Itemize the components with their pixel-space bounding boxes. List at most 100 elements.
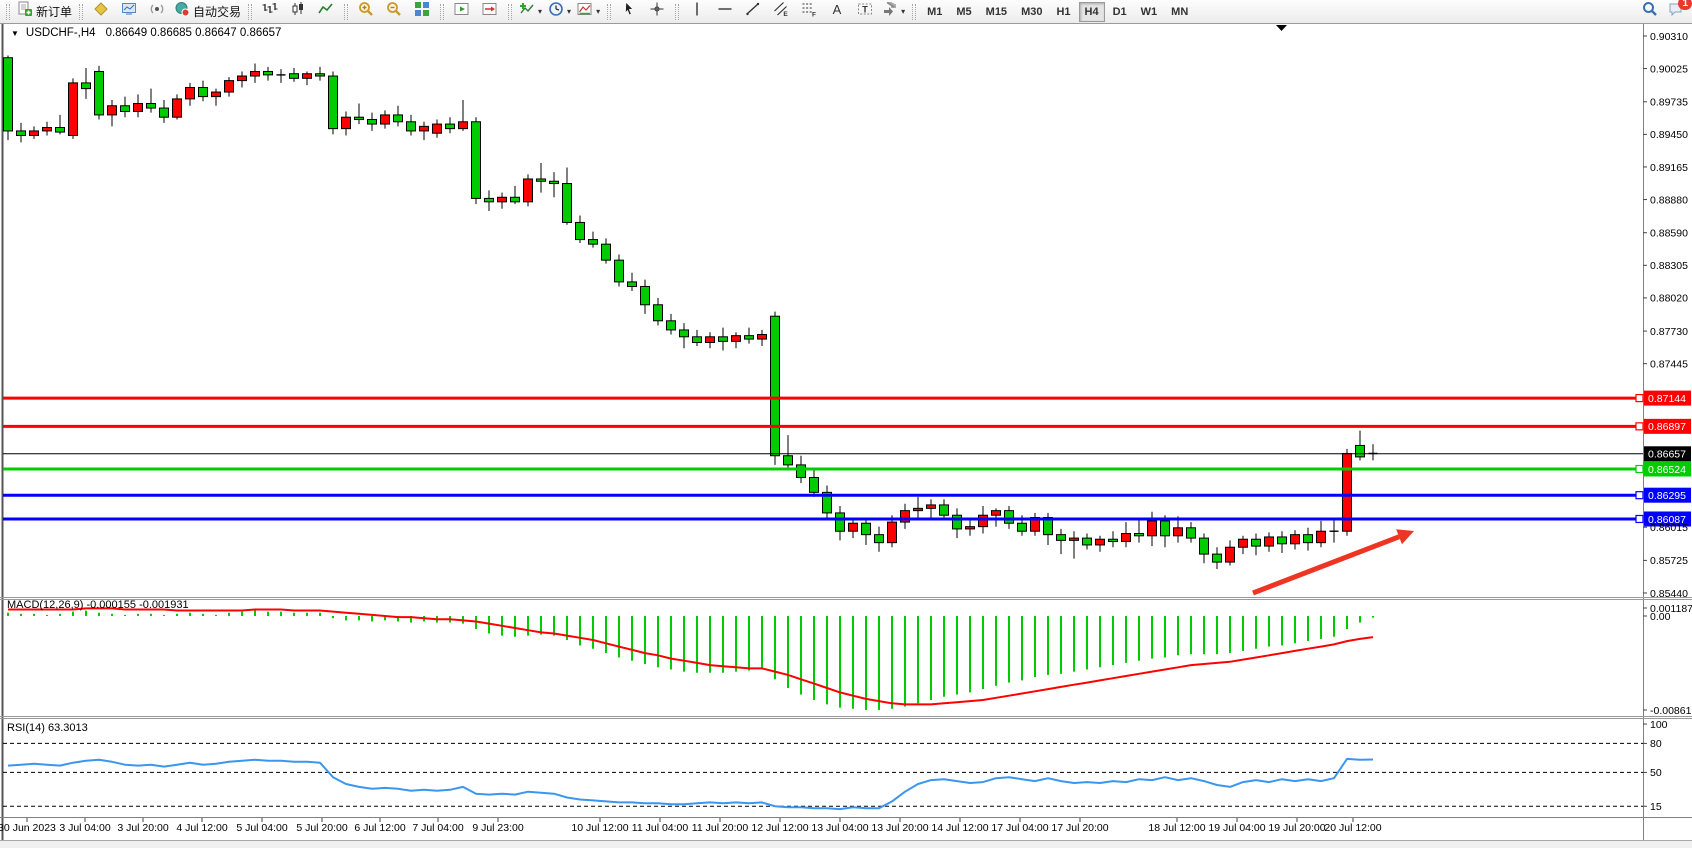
resistance-line-1-handle[interactable] [1635, 393, 1644, 403]
fibonacci-button[interactable]: F [795, 1, 823, 23]
toolbar-right: 1 [1642, 0, 1692, 22]
vline-button[interactable] [683, 1, 711, 23]
line-chart-button[interactable] [312, 1, 340, 23]
chart-shift-button[interactable] [476, 1, 504, 23]
autotrade-icon [174, 1, 190, 22]
toolbar-grip [912, 3, 917, 20]
resistance-line-2-price-badge [1644, 418, 1691, 434]
svg-text:19 Jul 20:00: 19 Jul 20:00 [1268, 822, 1325, 834]
indicators-button[interactable]: ▾ [516, 1, 545, 23]
chart-shift-marker[interactable] [1276, 25, 1287, 31]
chart-expand-icon[interactable]: ▼ [11, 28, 19, 38]
candle [1134, 533, 1144, 537]
svg-text:14 Jul 12:00: 14 Jul 12:00 [931, 822, 988, 834]
candle [380, 114, 390, 125]
shapes-button[interactable]: ▾ [879, 1, 908, 23]
crosshair-button[interactable] [643, 1, 671, 23]
timeframe-button-m30[interactable]: M30 [1021, 5, 1043, 18]
toolbar-grip [607, 3, 612, 20]
new-chart-button[interactable] [87, 1, 115, 23]
support-line-green-price-badge [1644, 461, 1691, 477]
chartshift-icon [482, 1, 498, 22]
new-order-button[interactable]: 新订单 [14, 1, 75, 23]
autotrading-button[interactable]: 自动交易 [171, 1, 244, 23]
candle [1303, 534, 1313, 544]
candlestick-chart-button[interactable] [284, 1, 312, 23]
svg-text:6 Jul 12:00: 6 Jul 12:00 [354, 822, 406, 834]
svg-text:0.87144: 0.87144 [1648, 393, 1686, 405]
signals-button[interactable] [143, 1, 171, 23]
candle [744, 335, 754, 340]
terminal-button[interactable] [115, 1, 143, 23]
macd-indicator-label: MACD(12,26,9) -0.000155 -0.001931 [7, 599, 189, 611]
candle [783, 455, 793, 466]
dropdown-caret-icon[interactable]: ▾ [538, 6, 543, 16]
toolbar-grip [508, 3, 513, 20]
timeframe-button-h4[interactable]: H4 [1078, 1, 1105, 22]
svg-text:0.88590: 0.88590 [1650, 228, 1688, 240]
candle [1251, 538, 1261, 547]
candle [926, 504, 936, 509]
candle [1355, 444, 1365, 458]
candle [939, 504, 949, 516]
dropdown-caret-icon[interactable]: ▾ [901, 6, 906, 16]
zoom-out-button[interactable] [380, 1, 408, 23]
timeframe-button-m1[interactable]: M1 [927, 5, 943, 18]
equidistant-channel-button[interactable]: E [767, 1, 795, 23]
search-icon[interactable] [1642, 1, 1658, 22]
svg-text:15: 15 [1650, 801, 1662, 813]
zoom-out-icon [386, 1, 402, 22]
hline-button[interactable] [711, 1, 739, 23]
auto-scroll-button[interactable] [448, 1, 476, 23]
candle [835, 512, 845, 532]
timeframe-button-h1[interactable]: H1 [1056, 5, 1071, 18]
candle [1095, 538, 1105, 546]
trendline-button[interactable] [739, 1, 767, 23]
toolbar: 新订单 自动交易 ▾ ▾ ▾ E F A T ▾ M1 M5 M15 M30 H1 H4 D1 W1 MN 1 [0, 0, 1692, 24]
candle [692, 336, 702, 344]
text-button[interactable]: A [823, 1, 851, 23]
support-line-blue-2-handle[interactable] [1635, 514, 1644, 524]
zoom-in-button[interactable] [352, 1, 380, 23]
svg-text:19 Jul 04:00: 19 Jul 04:00 [1208, 822, 1265, 834]
svg-text:3 Jul 20:00: 3 Jul 20:00 [117, 822, 169, 834]
timeframe-button-m15[interactable]: M15 [985, 5, 1008, 18]
cursor-button[interactable] [615, 1, 643, 23]
timeframe-button-d1[interactable]: D1 [1112, 5, 1127, 18]
dropdown-caret-icon[interactable]: ▾ [567, 6, 572, 16]
svg-text:17 Jul 04:00: 17 Jul 04:00 [991, 822, 1048, 834]
notifications-button[interactable]: 1 [1668, 0, 1692, 22]
candle [3, 57, 13, 132]
candle [705, 336, 715, 344]
dropdown-caret-icon[interactable]: ▾ [596, 6, 601, 16]
candles [3, 55, 1378, 569]
trendline-icon [745, 1, 761, 22]
support-line-green-handle[interactable] [1635, 464, 1644, 474]
current-price-line-price-badge [1644, 446, 1691, 462]
svg-text:0.85725: 0.85725 [1650, 555, 1688, 567]
svg-text:0.89735: 0.89735 [1650, 97, 1688, 109]
candle [1056, 534, 1066, 541]
text-label-button[interactable]: T [851, 1, 879, 23]
timeframe-button-m5[interactable]: M5 [956, 5, 972, 18]
templates-button[interactable]: ▾ [574, 1, 603, 23]
svg-text:-0.008615: -0.008615 [1650, 705, 1692, 717]
timeframe-button-w1[interactable]: W1 [1140, 5, 1158, 18]
new-order-button-label: 新订单 [36, 5, 73, 19]
candle [679, 329, 689, 338]
svg-text:0.001187: 0.001187 [1650, 603, 1692, 615]
trend-arrow[interactable] [1252, 529, 1414, 596]
candle [549, 180, 559, 185]
candle [757, 334, 767, 340]
candle [1199, 537, 1209, 555]
autoscroll-icon [454, 1, 470, 22]
timeframe-button-mn[interactable]: MN [1171, 5, 1189, 18]
toolbar-grip [675, 3, 680, 20]
candle [302, 73, 312, 79]
resistance-line-2-handle[interactable] [1635, 422, 1644, 431]
tile-windows-button[interactable] [408, 1, 436, 23]
support-line-blue-1-handle[interactable] [1635, 491, 1644, 500]
candle [510, 196, 520, 203]
periods-button[interactable]: ▾ [545, 1, 574, 23]
bar-chart-button[interactable] [256, 1, 284, 23]
